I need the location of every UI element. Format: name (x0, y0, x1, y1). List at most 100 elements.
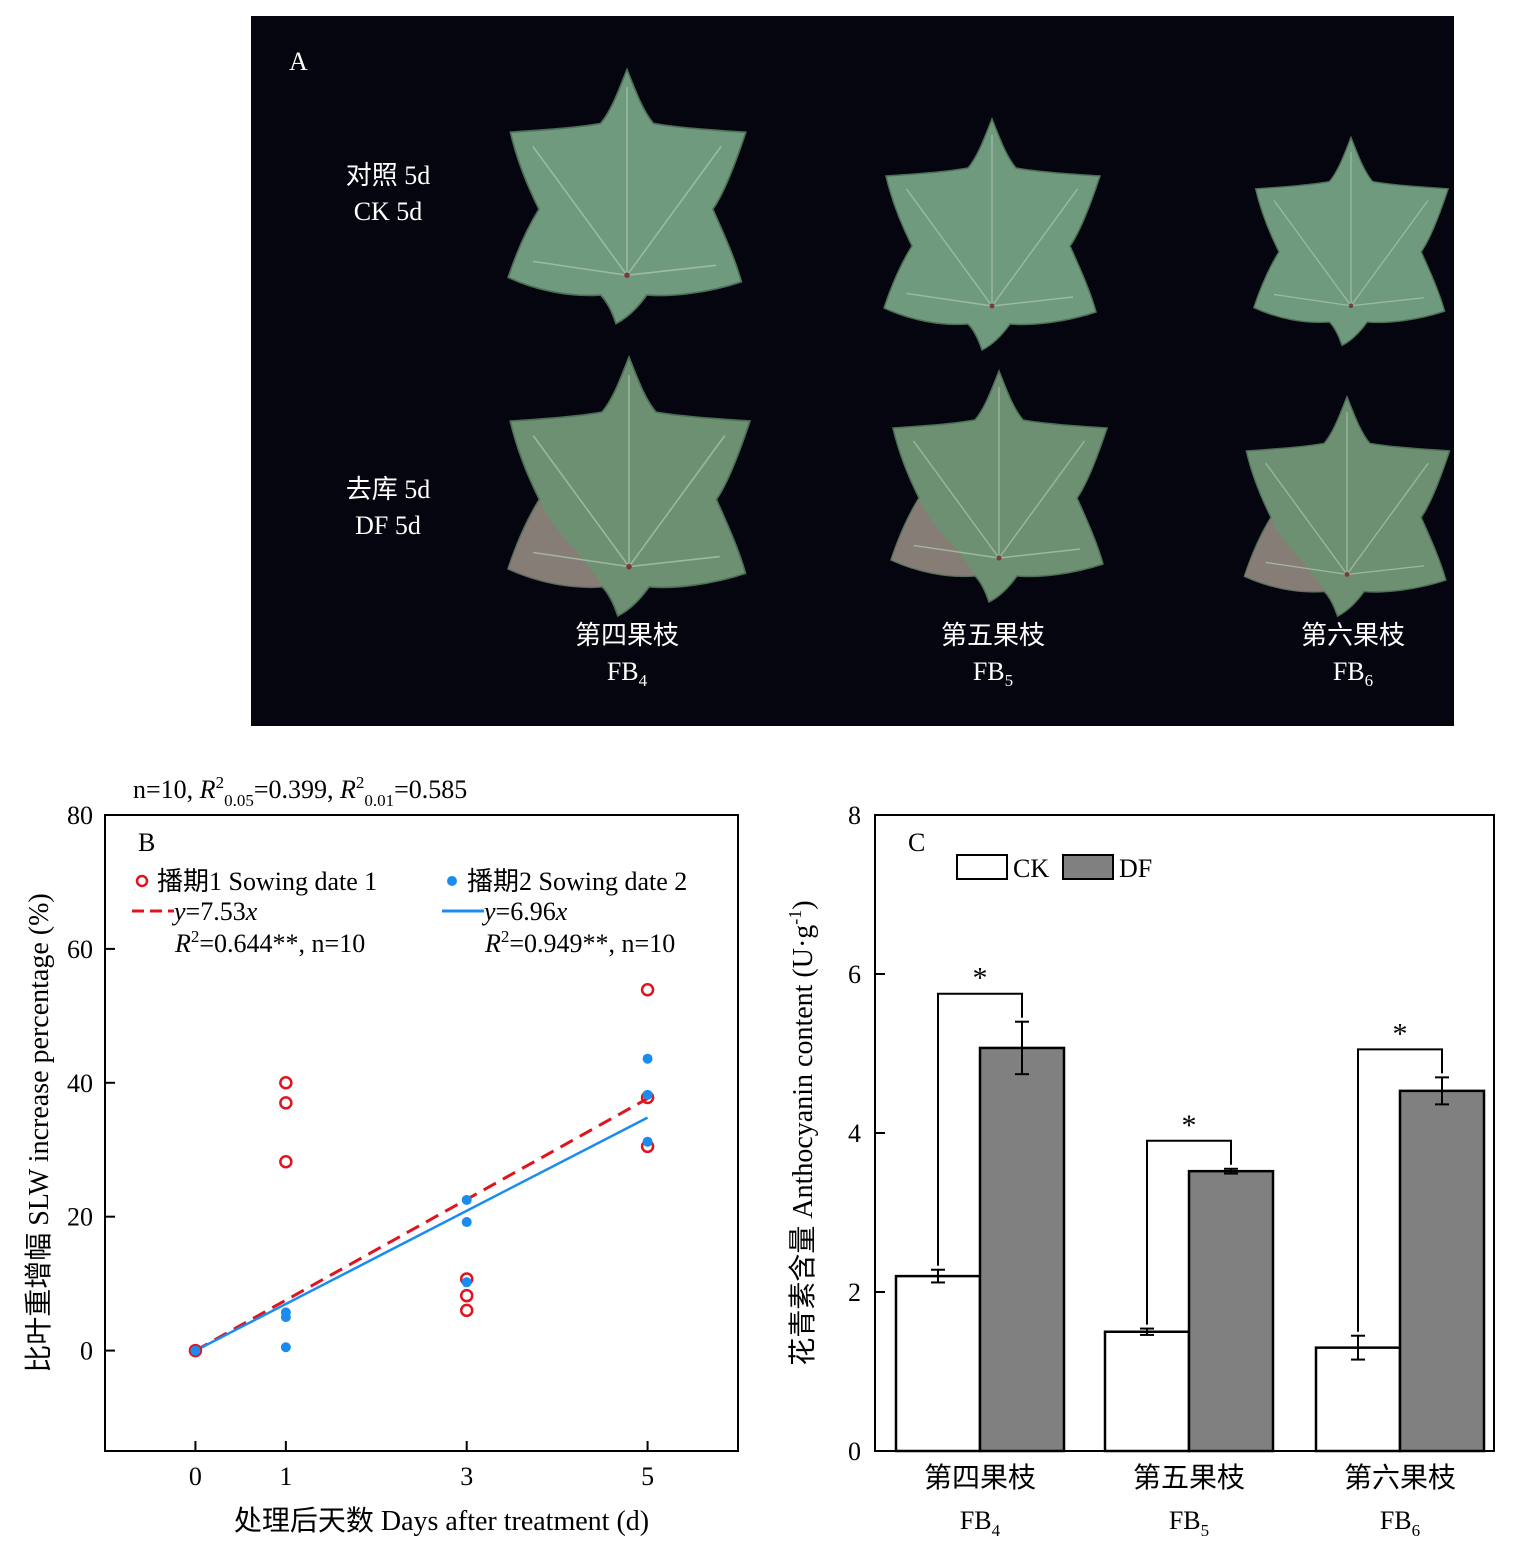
leaf-vein (1273, 293, 1352, 307)
panel-c-letter: C (908, 828, 925, 857)
significance-marker: * (1182, 1109, 1197, 1142)
row-label-ck-en: CK 5d (353, 197, 423, 226)
legend-r2-1: R2=0.644**, n=10 (174, 927, 365, 958)
bar-df-2 (1187, 1169, 1275, 1453)
row-label-df-en: DF 5d (355, 511, 421, 540)
legend-label-ck: CK (1013, 854, 1049, 883)
data-point-series-2 (190, 1345, 201, 1356)
leaf-ck-5 (883, 116, 1102, 352)
leaf-df-6 (1243, 394, 1451, 618)
leaf-vein (532, 146, 628, 276)
column-label-fb5-cn: 第五果枝 (940, 621, 1045, 650)
row-label-ck: 对照 5d CK 5d (323, 158, 453, 230)
leaf-vein (532, 435, 630, 568)
leaf-vein (906, 292, 993, 307)
category-label-en: FB6 (1380, 1506, 1420, 1540)
leaf-df-5 (890, 368, 1109, 604)
column-label-fb6-en: FB6 (1332, 657, 1374, 691)
panel-b-letter: B (138, 828, 155, 857)
bar-df-1 (978, 1046, 1066, 1453)
leaf-tint (891, 498, 975, 577)
leaf-vein (533, 551, 630, 568)
legend-label-1: 播期1 Sowing date 1 (157, 867, 377, 896)
bar-df-3 (1398, 1089, 1486, 1453)
data-point-series-2 (461, 1217, 472, 1228)
x-axis-label: 处理后天数 Days after treatment (d) (234, 1505, 649, 1537)
leaf-vein (991, 188, 1079, 307)
leaf-vein (626, 264, 717, 276)
panel-a-leaf-photo: A 对照 5d CK 5d 去库 5d DF 5d 第四果枝 FB4 第五果枝 … (251, 16, 1454, 726)
panel-c-chart: C 0 2 4 6 8 花青素含量 Anthocyanin content (U·g-1) *… (785, 801, 1495, 1540)
leaf-ck-4 (507, 67, 747, 325)
data-point-series-2 (280, 1312, 291, 1323)
bar-ck-3 (1314, 1346, 1402, 1453)
leaf-petiole (624, 272, 630, 278)
legend-marker-2 (447, 876, 457, 886)
column-label-fb4: 第四果枝 FB4 (557, 618, 697, 699)
legend-swatch-ck (956, 854, 1008, 880)
leaf-ck-6 (1252, 135, 1450, 347)
legend-label-df: DF (1119, 854, 1152, 883)
leaf-vein (1346, 462, 1429, 575)
y-tick-label: 0 (848, 1437, 861, 1466)
leaf-vein (912, 440, 1000, 559)
legend-marker-1 (135, 874, 149, 888)
leaf-vein (628, 435, 726, 568)
significance-bracket (1357, 1048, 1443, 1332)
x-tick-label: 3 (460, 1462, 473, 1491)
y-tick-label: 60 (67, 935, 93, 964)
column-label-fb6: 第六果枝 FB6 (1283, 618, 1423, 699)
data-point-series-2 (642, 1053, 653, 1064)
leaf-tint (1244, 517, 1325, 592)
data-point-series-2 (461, 1277, 472, 1288)
y-axis-label: 比叶重增幅 SLW increase percentage (%) (23, 893, 55, 1372)
data-point-series-1 (279, 1155, 293, 1169)
y-tick-label: 4 (848, 1119, 861, 1148)
category-label-en: FB5 (1169, 1506, 1209, 1540)
legend-swatch-df (1062, 854, 1114, 880)
data-point-series-1 (640, 982, 655, 997)
data-point-series-1 (188, 1343, 203, 1358)
y-tick-label: 2 (848, 1278, 861, 1307)
legend-equation-1: y=7.53x (171, 897, 258, 926)
panel-a-letter: A (289, 47, 308, 76)
panel-b-chart: n=10, R20.05=0.399, R20.01=0.585 B 0 20 40 60… (23, 773, 739, 1537)
y-tick-label: 20 (67, 1203, 93, 1232)
row-label-ck-cn: 对照 5d (345, 161, 431, 190)
leaf-vein (628, 555, 720, 568)
y-tick-label: 40 (67, 1069, 93, 1098)
leaf-vein (998, 440, 1086, 559)
leaf-vein (998, 548, 1081, 559)
significance-bracket (937, 992, 1023, 1266)
leaf-vein (1350, 297, 1424, 307)
leaf-vein (1350, 200, 1429, 307)
y-tick-label: 0 (80, 1337, 93, 1366)
column-label-fb5: 第五果枝 FB5 (923, 618, 1063, 699)
x-tick-label: 1 (279, 1462, 292, 1491)
leaf-petiole (1348, 303, 1354, 309)
x-tick-label: 5 (641, 1462, 654, 1491)
y-tick-label: 6 (848, 960, 861, 989)
leaf-tint (508, 499, 603, 588)
leaf-vein (1346, 565, 1425, 576)
y-tick-label: 80 (67, 801, 93, 830)
category-label-cn: 第四果枝 (924, 1462, 1036, 1494)
leaf-vein (626, 146, 722, 276)
data-point-series-2 (280, 1342, 291, 1353)
significance-marker: * (973, 962, 988, 995)
leaf-df-4 (507, 354, 752, 618)
leaf-vein (1265, 561, 1348, 576)
leaf-vein (1273, 200, 1352, 307)
y-tick-label: 8 (848, 801, 861, 830)
data-point-series-2 (642, 1136, 653, 1147)
legend-r2-2: R2=0.949**, n=10 (484, 927, 675, 958)
data-point-series-1 (279, 1076, 293, 1090)
leaf-petiole (626, 563, 632, 570)
leaf-petiole (989, 303, 995, 309)
leaf-vein (991, 296, 1074, 307)
leaf-vein (1265, 462, 1348, 575)
column-label-fb5-en: FB5 (972, 657, 1014, 691)
leaf-petiole (1344, 572, 1350, 577)
row-label-df-cn: 去库 5d (345, 475, 431, 504)
